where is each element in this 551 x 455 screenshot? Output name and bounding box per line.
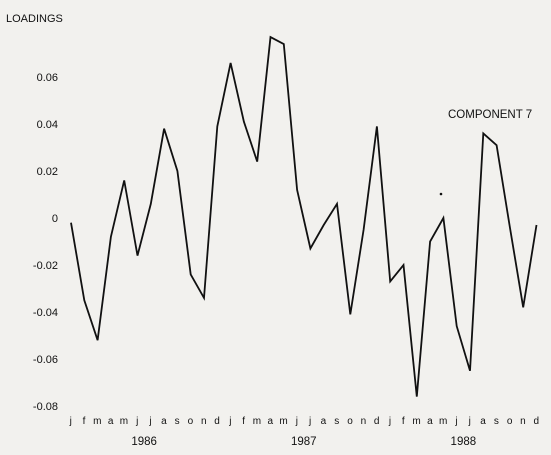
x-tick-label: s — [175, 416, 181, 427]
x-tick-label: j — [69, 416, 73, 427]
series-group — [70, 35, 538, 397]
x-tick-label: m — [120, 416, 129, 427]
year-label: 1987 — [291, 436, 317, 448]
x-tick-label: s — [334, 416, 340, 427]
x-tick-label: m — [93, 416, 102, 427]
x-tick-label: n — [520, 416, 526, 427]
x-tick-label: m — [439, 416, 448, 427]
x-tick-label: m — [253, 416, 262, 427]
x-tick-label: a — [161, 416, 167, 427]
x-tick-label: n — [201, 416, 207, 427]
y-tick-label: -0.02 — [33, 260, 58, 272]
x-tick-label: a — [267, 416, 273, 427]
x-tick-label: j — [308, 416, 312, 427]
series-annotation: COMPONENT 7 — [448, 109, 532, 121]
y-tick-label: 0.02 — [37, 166, 58, 178]
x-tick-label: f — [83, 416, 86, 427]
x-tick-label: n — [361, 416, 367, 427]
x-tick-label: j — [295, 416, 299, 427]
x-tick-label: j — [135, 416, 139, 427]
x-tick-label: j — [454, 416, 458, 427]
x-tick-label: j — [468, 416, 472, 427]
stray-mark — [439, 192, 443, 196]
x-tick-label: o — [188, 416, 194, 427]
x-tick-label: f — [242, 416, 245, 427]
y-tick-label: 0.06 — [37, 72, 58, 84]
year-label: 1986 — [131, 436, 157, 448]
x-tick-label: f — [402, 416, 405, 427]
x-tick-label: a — [321, 416, 327, 427]
x-tick-label: m — [279, 416, 288, 427]
x-tick-label: d — [374, 416, 380, 427]
x-tick-label: s — [494, 416, 500, 427]
y-axis-ticks: 0.06 0.04 0.02 0 -0.02 -0.04 -0.06 -0.08 — [33, 72, 58, 413]
y-tick-label: -0.04 — [33, 307, 58, 319]
y-tick-label: -0.06 — [33, 354, 58, 366]
series-line — [70, 35, 538, 397]
x-tick-label: o — [507, 416, 513, 427]
x-tick-label: d — [533, 416, 539, 427]
year-label: 1988 — [451, 436, 477, 448]
y-tick-label: 0 — [52, 213, 58, 225]
x-tick-label: a — [108, 416, 114, 427]
x-tick-label: j — [388, 416, 392, 427]
x-tick-label: a — [427, 416, 433, 427]
x-tick-label: o — [347, 416, 353, 427]
y-tick-label: 0.04 — [37, 119, 58, 131]
x-tick-label: j — [228, 416, 232, 427]
x-tick-label: d — [214, 416, 220, 427]
x-tick-label: a — [480, 416, 486, 427]
y-axis-label: LOADINGS — [6, 13, 63, 25]
y-tick-label: -0.08 — [33, 401, 58, 413]
x-tick-label: j — [148, 416, 152, 427]
x-tick-label: m — [412, 416, 421, 427]
year-labels: 1986 1987 1988 — [131, 436, 476, 448]
